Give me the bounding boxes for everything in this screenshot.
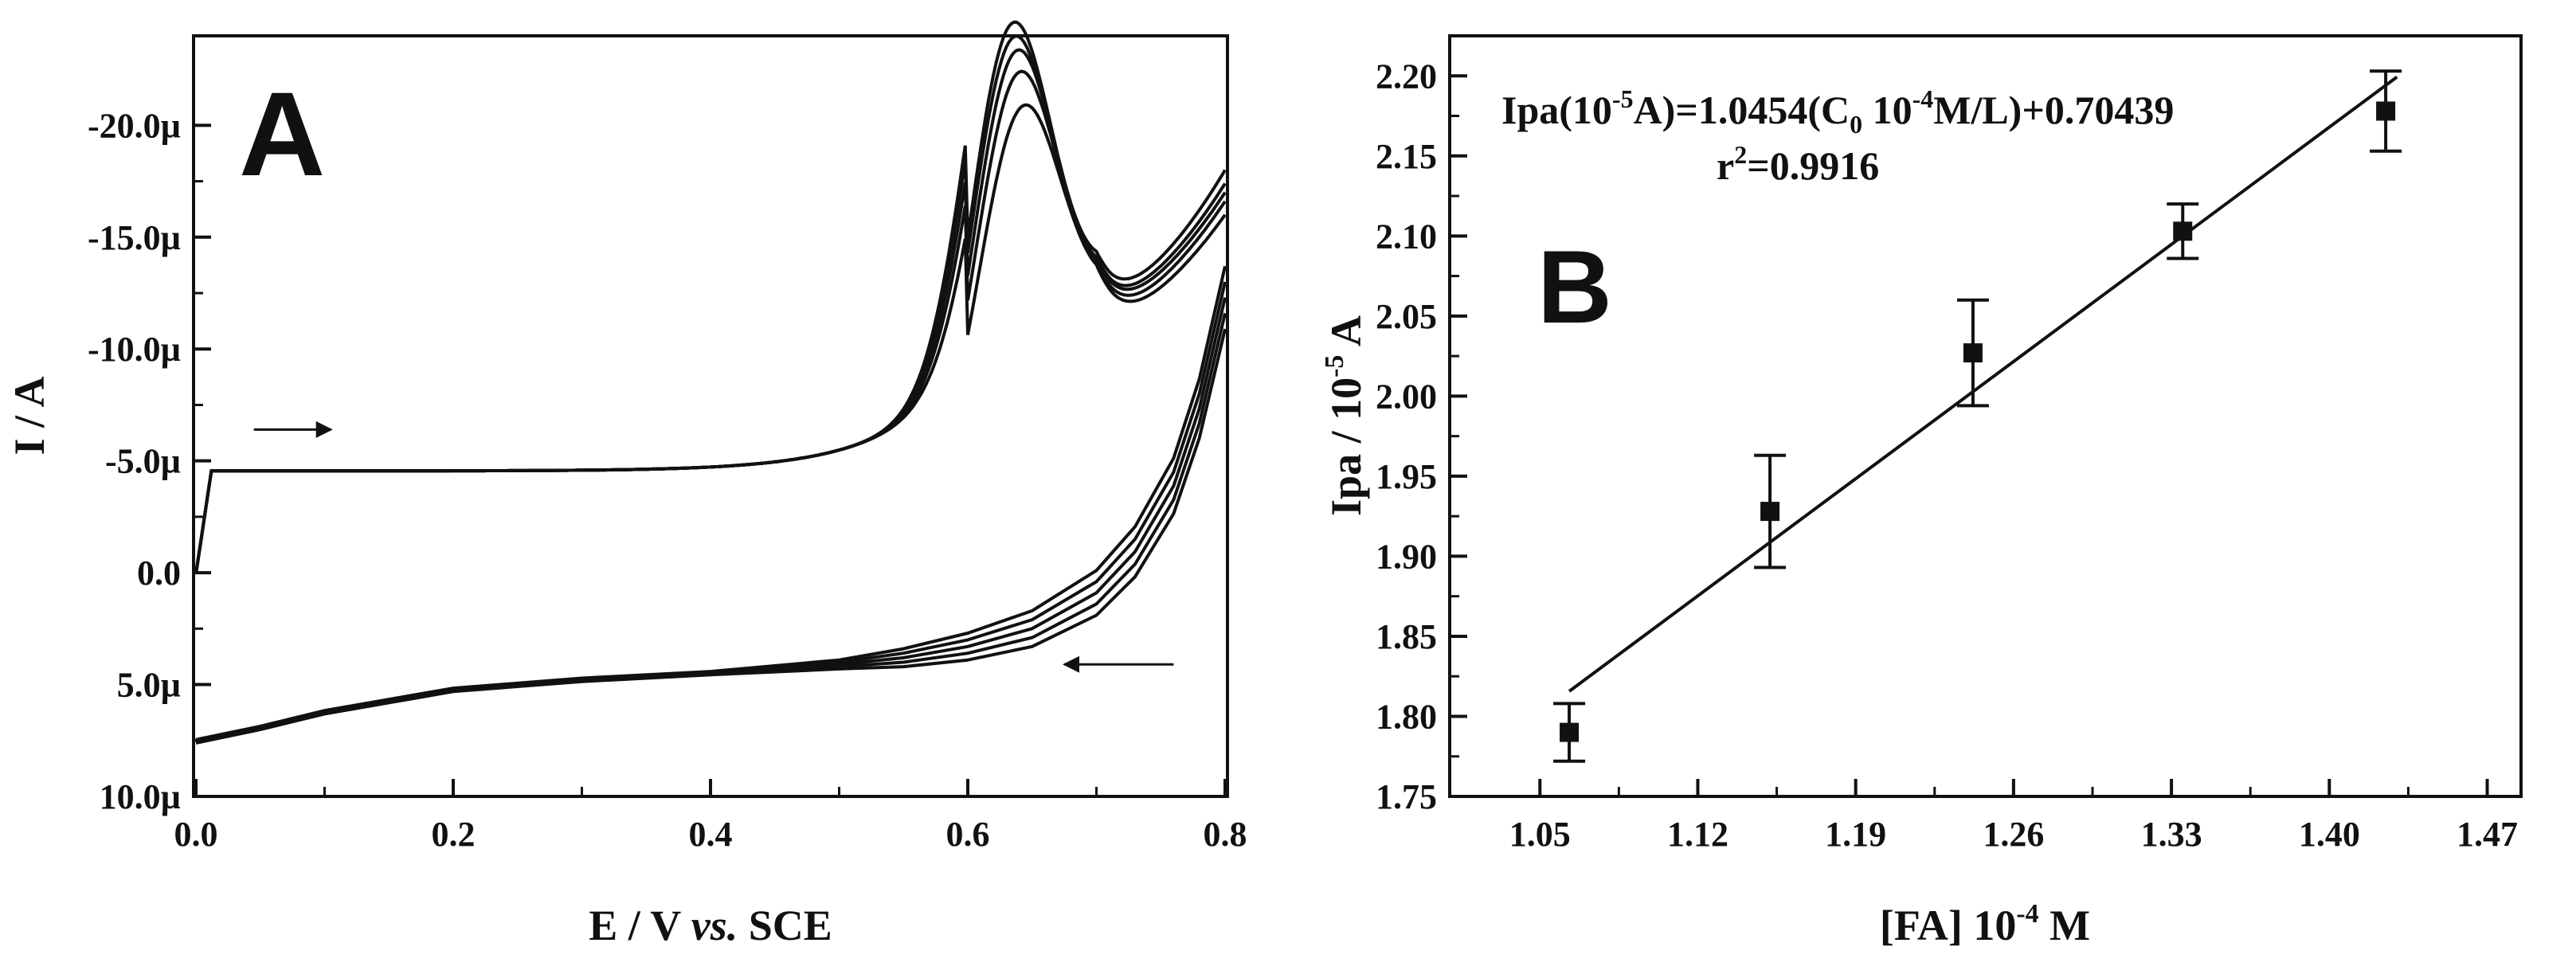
panel-a-cathodic-sweep-curve (195, 328, 1227, 745)
panel-a-anodic-sweep-curve (194, 103, 1227, 574)
panel-a-y-tick-label: -20.0µ (88, 106, 181, 145)
panel-a-cathodic-sweep-curve (195, 312, 1227, 744)
panel-b-x-label-suffix: M (2039, 902, 2090, 949)
panel-a-x-axis-label: E / V vs. SCE (589, 902, 832, 949)
panel-b-y-tick-label: 2.15 (1376, 137, 1437, 176)
panel-a-y-tick-label: 10.0µ (100, 777, 181, 816)
panel-a-y-tick-label: -10.0µ (88, 330, 181, 369)
panel-a-y-tick-label: 0.0 (137, 554, 181, 593)
eq-sub: 0 (1850, 110, 1862, 139)
panel-b-fit-line (1568, 76, 2398, 693)
panel-b-data-point (1560, 722, 1580, 742)
panel-a-letter: A (239, 67, 325, 201)
eq-lhs-sup: -5 (1612, 84, 1634, 113)
panel-b-x-tick-label: 1.12 (1667, 815, 1728, 854)
panel-b-data-point (1963, 343, 1983, 363)
panel-a-y-tick-label: 5.0µ (117, 666, 181, 705)
panel-b-y-tick-label: 1.85 (1376, 617, 1437, 656)
panel-b-x-ticks: 1.05 1.12 1.19 1.26 1.33 1.40 1.47 (1509, 779, 2518, 854)
panel-b-y-tick-label: 2.05 (1376, 297, 1437, 336)
panel-b-y-tick-label: 1.80 (1376, 697, 1437, 736)
panel-b-y-ticks: 1.75 1.80 1.85 1.90 1.95 2.00 2.05 2.10 2.15 2.20 (1376, 57, 1467, 816)
panel-b-equation: Ipa(10-5A)=1.0454(C0 10-4M/L)+0.70439 (1501, 84, 2174, 139)
panel-a-anodic-sweep-curve (194, 34, 1227, 574)
panel-b-plot-frame (1448, 34, 2523, 798)
panel-b-x-tick-label: 1.40 (2299, 815, 2360, 854)
eq-mid-sup: -4 (1912, 84, 1934, 113)
panel-b-r-squared: r2=0.9916 (1717, 140, 1879, 188)
panel-b-data-points (1553, 69, 2402, 763)
panel-b-x-tick-label: 1.47 (2457, 815, 2518, 854)
panel-b-y-label-sup: -5 (1320, 355, 1349, 378)
panel-b-y-tick-label: 2.20 (1376, 57, 1437, 96)
panel-a-x-tick-label: 0.0 (174, 815, 218, 854)
r2-value: =0.9916 (1747, 143, 1879, 188)
panel-a-scan-arrows (253, 421, 1174, 673)
panel-b-x-tick-label: 1.33 (2141, 815, 2202, 854)
panel-a-plot-frame (192, 34, 1229, 798)
panel-b-x-tick-label: 1.05 (1509, 815, 1571, 854)
panel-b-x-axis-label: [FA] 10-4 M (1880, 899, 2090, 949)
panel-b-y-axis-label: Ipa / 10-5 A (1320, 315, 1370, 516)
r2-prefix: r (1717, 143, 1734, 188)
panel-b-y-label-suffix: A (1322, 315, 1370, 355)
panel-a-anodic-sweep-curve (194, 20, 1227, 574)
panel-a-cathodic-sweep-curve (195, 265, 1227, 741)
panel-b-y-tick-label: 2.10 (1376, 217, 1437, 256)
panel-a-x-tick-label: 0.2 (432, 815, 476, 854)
panel-b-data-point (1760, 502, 1780, 522)
panel-b-y-tick-label: 1.90 (1376, 537, 1437, 576)
eq-rhs: M/L)+0.70439 (1933, 88, 2174, 132)
panel-a-x-tick-label: 0.4 (689, 815, 733, 854)
panel-a-x-tick-label: 0.8 (1204, 815, 1247, 854)
eq-mid: 10 (1862, 88, 1912, 132)
panel-b-fit-line-group (1568, 76, 2398, 693)
panel-a-y-tick-label: -15.0µ (88, 218, 181, 257)
eq-lhs: Ipa(10 (1501, 88, 1612, 132)
eq-lhs-rest: A)=1.0454(C (1634, 88, 1850, 132)
r2-sup: 2 (1734, 140, 1747, 169)
panel-b-x-label-sup: -4 (2016, 899, 2038, 929)
panel-b-x-label-main: [FA] 10 (1880, 902, 2016, 949)
panel-a-y-axis-label: I / A (6, 376, 53, 455)
panel-a-x-ticks: 0.0 0.2 0.4 0.6 0.8 (174, 779, 1247, 854)
panel-b-data-point (2376, 101, 2396, 121)
panel-b-y-label-main: Ipa / 10 (1322, 378, 1370, 516)
panel-a-anodic-sweep-curve (194, 69, 1227, 574)
panel-b-letter: B (1537, 229, 1612, 345)
panel-a-curves (194, 20, 1227, 745)
panel-a-y-tick-label: -5.0µ (105, 442, 181, 481)
panel-b-x-tick-label: 1.26 (1983, 815, 2044, 854)
panel-a-x-label-italic: vs. (691, 902, 738, 949)
panel-b-calibration-plot: 1.75 1.80 1.85 1.90 1.95 2.00 2.05 2.10 2.15 2.20… (1320, 34, 2523, 949)
panel-a-x-tick-label: 0.6 (946, 815, 990, 854)
panel-a-x-label-suffix: SCE (738, 902, 832, 949)
panel-a-anodic-sweep-curve (194, 48, 1227, 574)
panel-b-y-tick-label: 2.00 (1376, 377, 1437, 416)
panel-b-y-tick-label: 1.75 (1376, 777, 1437, 816)
panel-a-y-ticks: -20.0µ -15.0µ -10.0µ -5.0µ 0.0 5.0µ 10.0µ (88, 106, 211, 816)
panel-b-y-tick-label: 1.95 (1376, 457, 1437, 496)
panel-b-x-tick-label: 1.19 (1825, 815, 1886, 854)
panel-b-data-point (2173, 221, 2193, 241)
panel-a-x-label-prefix: E / V (589, 902, 691, 949)
